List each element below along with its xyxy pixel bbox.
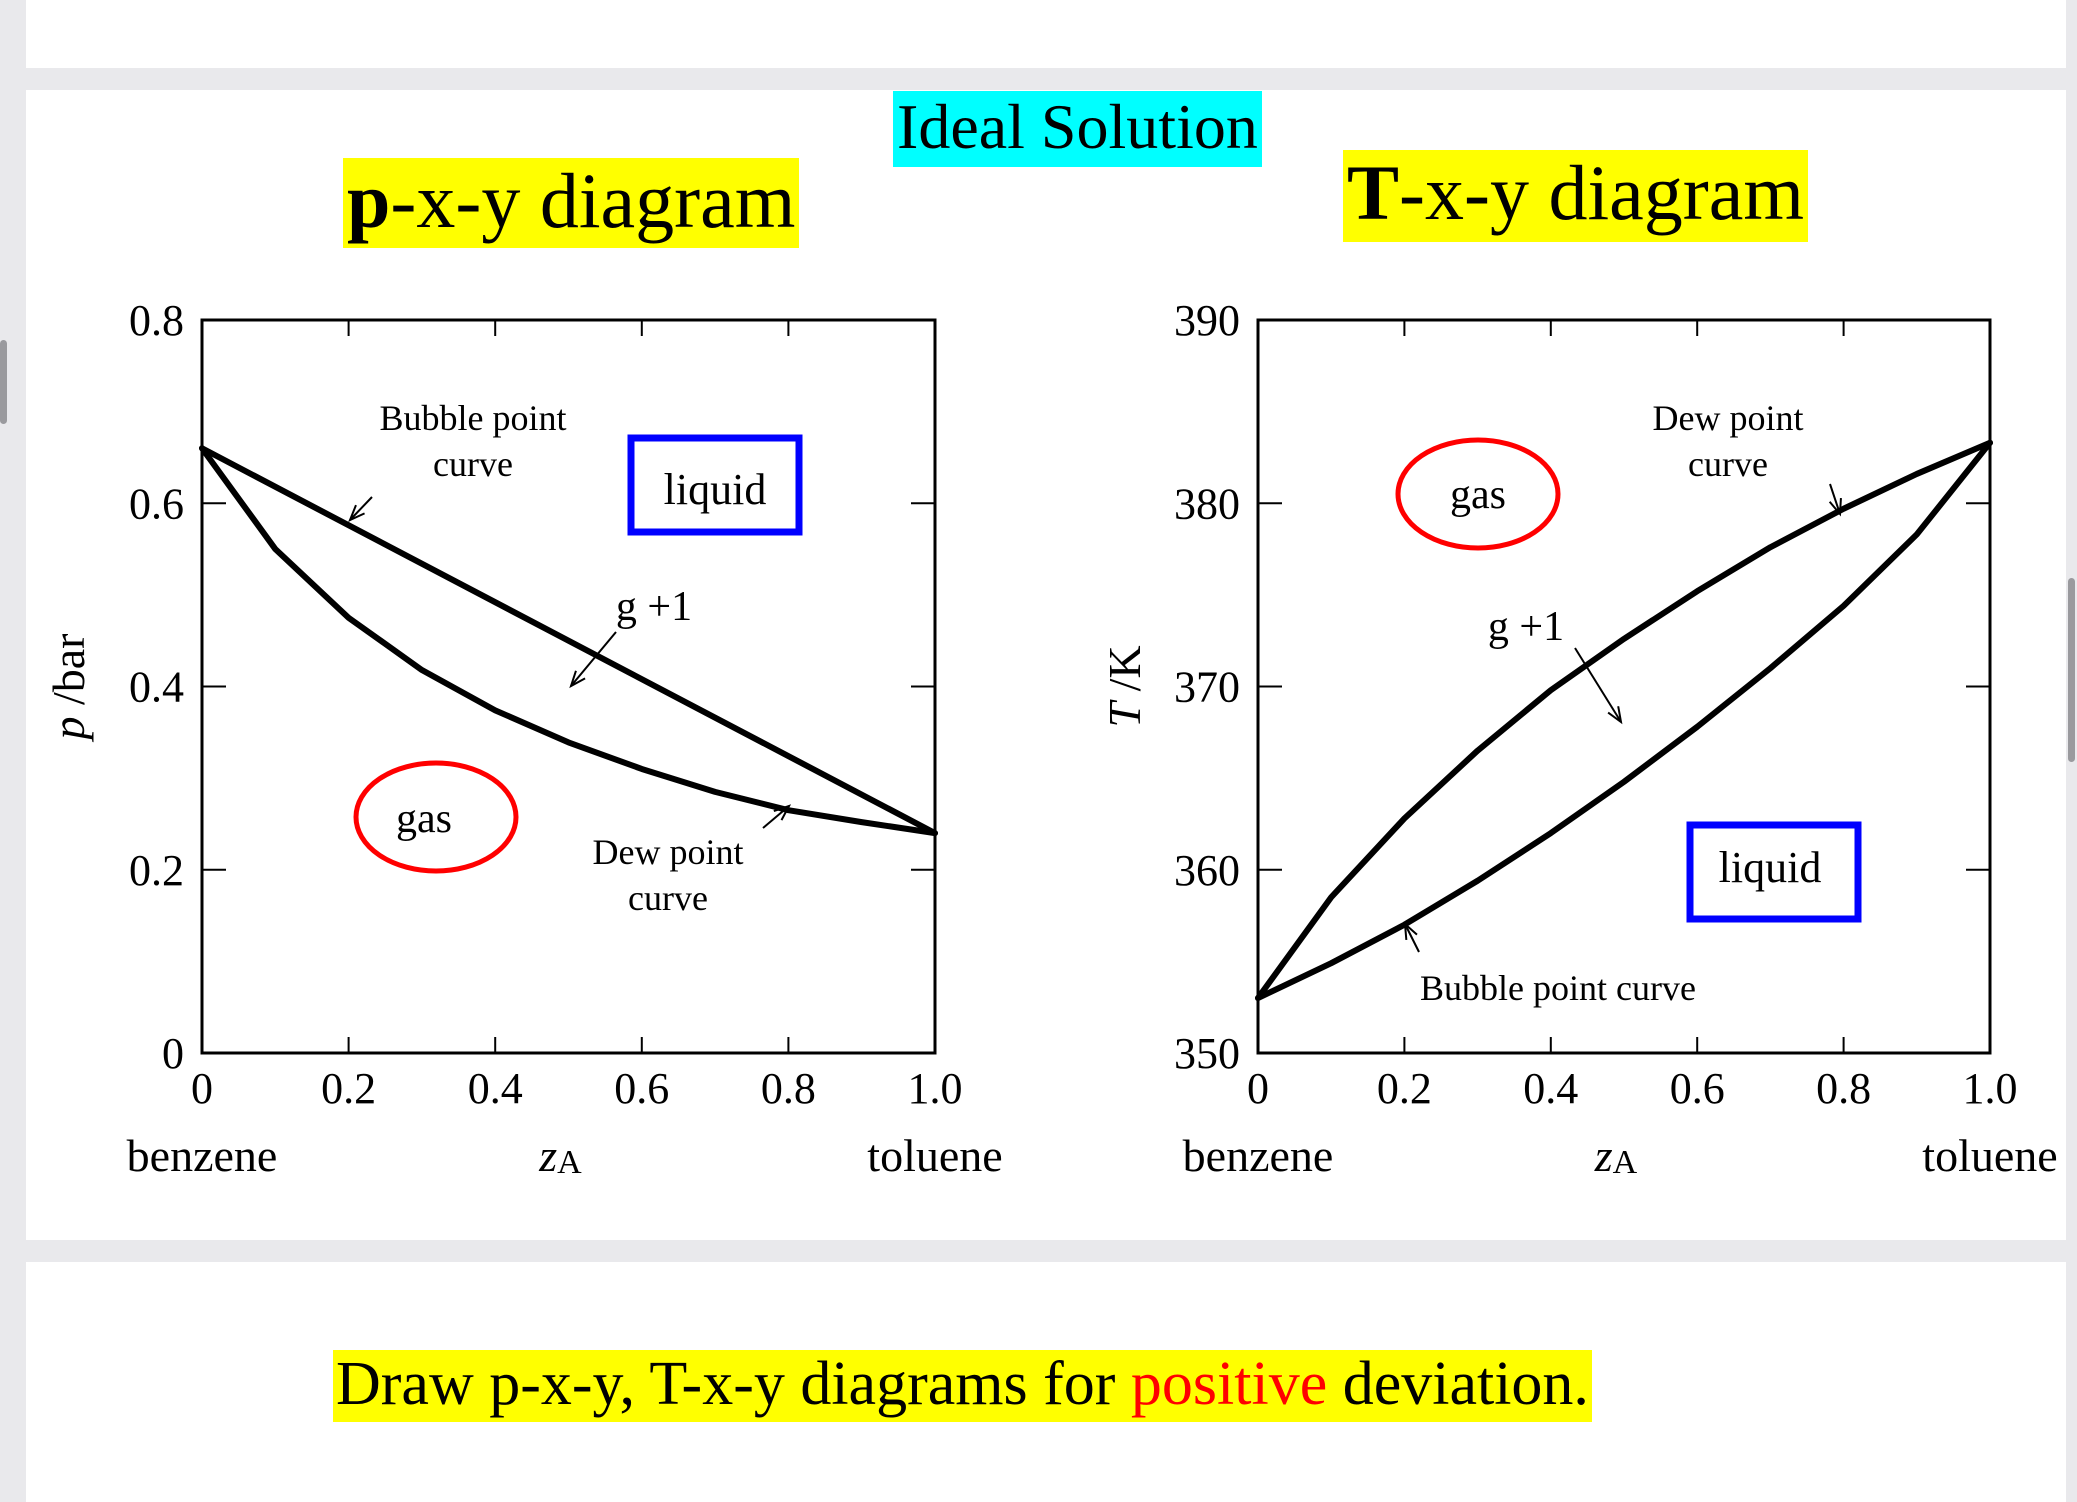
pxy-liquid-label: liquid [664,465,767,514]
pxy-plot-frame [200,318,937,1055]
txy-liquid-label: liquid [1719,843,1822,892]
txy-x-tick-label: 0.2 [1377,1064,1432,1113]
pxy-liquid-marker [627,434,803,536]
pxy-x-tick-label: 0.2 [321,1064,376,1113]
txy-y-tick-label: 370 [1174,663,1240,712]
txy-y-tick-label: 380 [1174,479,1240,528]
pxy-bubble-label-line2: curve [433,444,513,484]
pxy-y-tick-label: 0.6 [129,479,184,528]
pxy-dew-arrow-head [773,804,792,821]
pxy-x-tick-label: 0.8 [761,1064,816,1113]
top-card [26,0,2066,68]
pxy-dew-label-line1: Dew point [593,832,744,872]
txy-two-phase-arrow-shaft [1574,647,1622,723]
left-scrollbar-thumb[interactable] [0,340,7,424]
pxy-bubble-label-line1: Bubble point [380,398,567,438]
pxy-heading: p-x-y diagram [343,157,800,248]
slide-title: Ideal Solution [893,91,1262,167]
txy-liquid-marker [1686,821,1862,923]
txy-gas-marker [1395,437,1561,551]
txy-heading: T-x-y diagram [1343,149,1809,242]
question-after: deviation. [1327,1350,1589,1418]
txy-x-tick-label: 0.4 [1523,1064,1578,1113]
txy-x-tick-label: 0 [1247,1064,1269,1113]
pxy-gas-marker [353,760,519,874]
txy-heading-rest: -x-y diagram [1399,149,1805,236]
pxy-bubble-point-curve-line [199,445,938,837]
txy-bubble-point-curve-line [1255,439,1993,1002]
txy-two-phase-label: g +1 [1488,604,1564,650]
txy-two-phase-arrow-head [1607,706,1623,725]
pxy-gas-label: gas [396,796,452,842]
slide-title-text: Ideal Solution [897,91,1258,162]
pxy-heading-rest: -x-y diagram [390,157,796,244]
pxy-y-tick-label: 0.4 [129,663,184,712]
txy-y-tick-label: 390 [1174,296,1240,345]
pxy-dew-point-curve-line [199,445,938,837]
txy-gas-label: gas [1450,472,1506,518]
pxy-y-axis-label: p /bar [43,633,94,742]
txy-dew-label-line1: Dew point [1653,398,1804,438]
txy-dew-arrow-shaft [1829,483,1841,515]
pxy-heading-bold: p [347,157,391,244]
txy-x-tick-label: 0.6 [1670,1064,1725,1113]
right-scrollbar-thumb[interactable] [2068,578,2075,762]
txy-bubble-arrow-head [1403,921,1418,941]
txy-x-tick-label: 0.8 [1816,1064,1871,1113]
slide-card [26,90,2066,1240]
txy-y-tick-label: 360 [1174,846,1240,895]
question-before: Draw p-x-y, T-x-y diagrams for [336,1350,1131,1418]
pxy-dew-label-line2: curve [628,878,708,918]
txy-y-tick-label: 350 [1174,1029,1240,1078]
pxy-dew-arrow-shaft [762,805,790,829]
txy-bubble-label: Bubble point curve [1420,968,1696,1008]
pxy-y-tick-label: 0.2 [129,846,184,895]
txy-dew-point-curve-line [1255,439,1993,1002]
pxy-x-tick-label: 0.6 [614,1064,669,1113]
pxy-x-end-label-left: benzene [127,1130,278,1181]
question-text: Draw p-x-y, T-x-y diagrams for positive … [333,1350,1592,1422]
txy-x-end-label-left: benzene [1183,1130,1334,1181]
pxy-x-tick-label: 1.0 [908,1064,963,1113]
txy-dew-label-line2: curve [1688,444,1768,484]
txy-bubble-arrow-shaft [1404,923,1420,953]
txy-x-axis-label: zA [1594,1130,1638,1181]
pxy-x-end-label-right: toluene [867,1130,1002,1181]
txy-dew-arrow-head [1828,497,1842,517]
txy-y-axis-label: T /K [1099,645,1150,727]
pxy-x-tick-label: 0 [191,1064,213,1113]
pxy-bubble-arrow-head [348,504,365,522]
pxy-y-tick-label: 0 [162,1029,184,1078]
txy-x-tick-label: 1.0 [1963,1064,2018,1113]
pxy-x-tick-label: 0.4 [468,1064,523,1113]
pxy-bubble-arrow-shaft [349,496,373,521]
pxy-x-axis-label: zA [538,1130,582,1181]
pxy-two-phase-label: g +1 [616,584,692,630]
txy-x-end-label-right: toluene [1922,1130,2057,1181]
pxy-two-phase-arrow-head [569,670,586,689]
txy-heading-bold: T [1347,149,1400,236]
pxy-two-phase-arrow-shaft [570,631,617,687]
pxy-y-tick-label: 0.8 [129,296,184,345]
question-highlight: positive [1130,1350,1328,1418]
